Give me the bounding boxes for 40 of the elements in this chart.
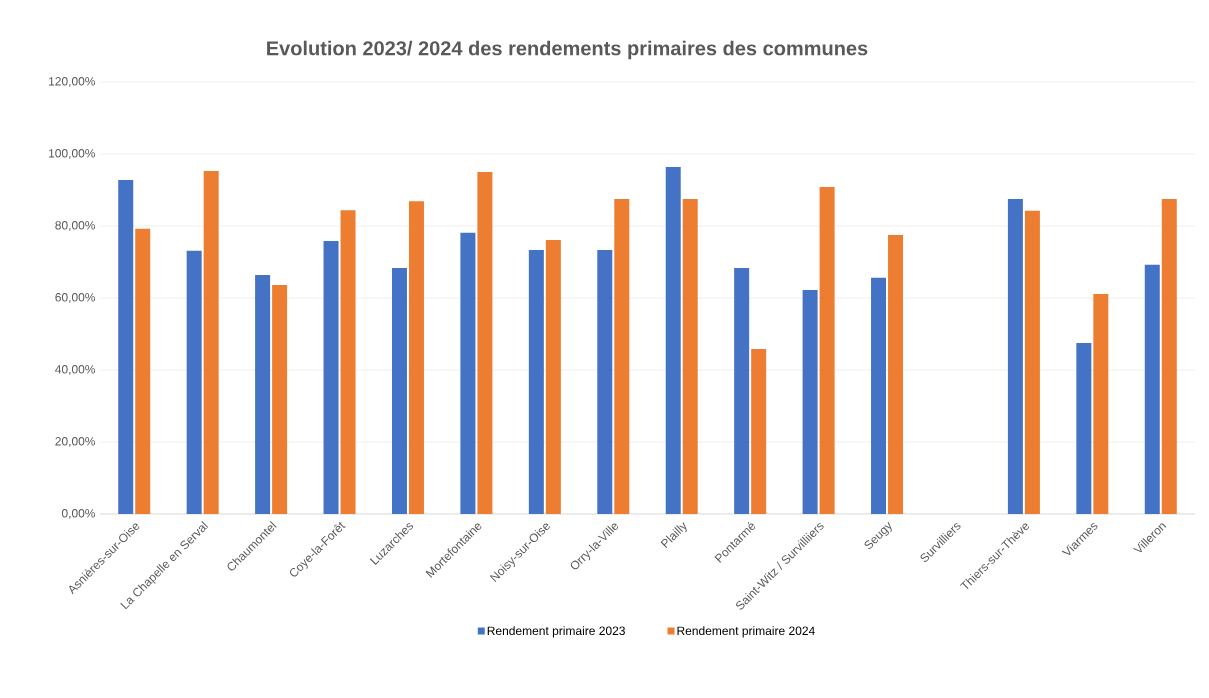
chart-title: Evolution 2023/ 2024 des rendements primaires des communes <box>267 40 868 60</box>
bar <box>477 171 493 514</box>
bar <box>135 228 151 514</box>
bar <box>203 170 219 514</box>
y-tick-label: 120,00% <box>49 77 96 87</box>
bar <box>614 198 630 514</box>
bar <box>1007 198 1023 514</box>
y-tick-label: 100,00% <box>49 149 96 159</box>
bar <box>1093 294 1109 514</box>
bar <box>1161 198 1177 514</box>
bar <box>186 250 202 514</box>
bar <box>802 290 818 514</box>
y-tick-label: 80,00% <box>55 221 96 231</box>
bar <box>597 250 613 514</box>
y-tick-label: 20,00% <box>55 437 96 447</box>
legend-label: Rendement primaire 2024 <box>677 626 815 638</box>
bar <box>1144 264 1160 514</box>
bar <box>460 232 476 514</box>
bar <box>665 166 681 514</box>
bar <box>871 277 887 514</box>
y-tick-label: 60,00% <box>55 293 96 303</box>
legend-label: Rendement primaire 2023 <box>487 626 625 638</box>
bar <box>323 241 339 514</box>
bar <box>528 250 544 514</box>
bar <box>888 234 904 514</box>
y-tick-label: 0,00% <box>61 509 96 519</box>
bar <box>272 285 288 514</box>
bar <box>1076 342 1092 514</box>
bar <box>118 179 134 514</box>
bar <box>819 187 835 514</box>
bar <box>734 268 750 514</box>
bar <box>255 274 271 514</box>
bar <box>340 210 356 514</box>
bar <box>1024 210 1040 514</box>
bar <box>391 268 407 514</box>
bar <box>545 240 561 514</box>
bar <box>751 349 767 514</box>
bar <box>682 198 698 514</box>
y-tick-label: 40,00% <box>55 365 96 375</box>
bar <box>408 201 424 514</box>
